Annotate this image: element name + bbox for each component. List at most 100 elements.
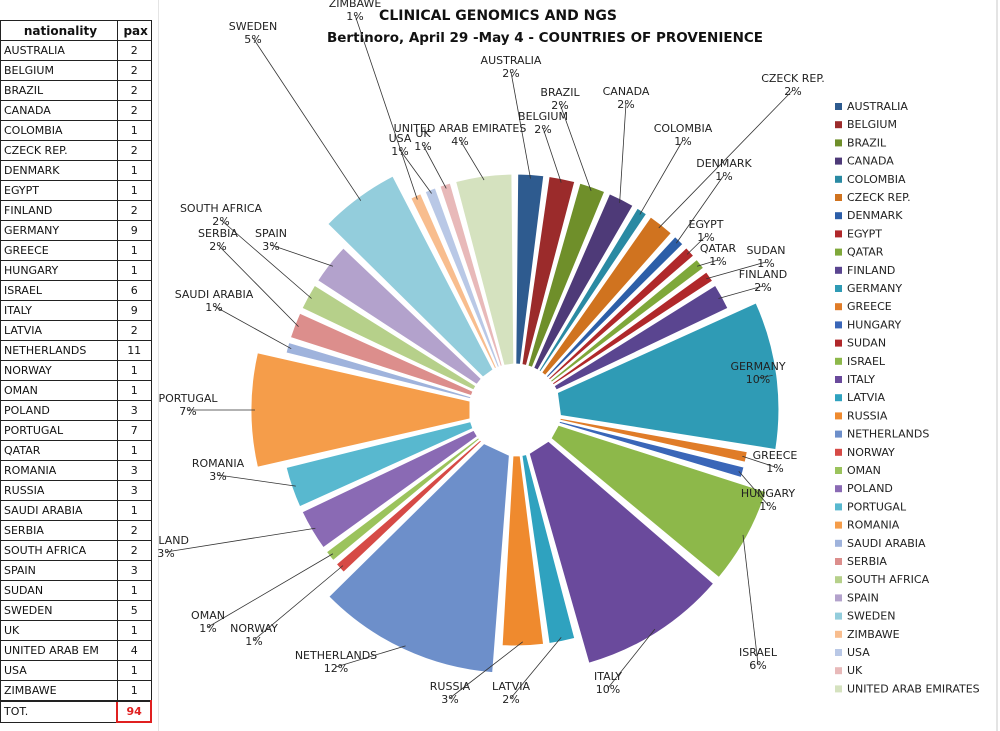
nationality-cell: FINLAND — [0, 200, 118, 221]
leader-line — [217, 474, 296, 487]
legend-swatch — [835, 630, 842, 638]
legend-swatch — [835, 394, 842, 402]
table-total-row: TOT. 94 — [0, 700, 152, 723]
pax-cell: 2 — [116, 540, 152, 561]
pie-slice-romania — [285, 421, 474, 508]
leader-line — [742, 534, 759, 665]
table-row: UNITED ARAB EM 4 — [0, 640, 152, 661]
pie-slice-denmark — [545, 235, 684, 379]
table-row: SWEDEN 5 — [0, 600, 152, 621]
nationality-cell: RUSSIA — [0, 480, 118, 501]
legend-swatch — [835, 266, 842, 274]
slice-label-percent: 1% — [715, 170, 732, 183]
pax-cell: 1 — [116, 240, 152, 261]
pie-slice-zimbawe — [410, 193, 498, 370]
table-row: ISRAEL 6 — [0, 280, 152, 301]
table-row: GREECE 1 — [0, 240, 152, 261]
leader-line — [738, 471, 769, 506]
legend-swatch — [835, 194, 842, 201]
legend-label: PORTUGAL — [847, 500, 907, 513]
legend-label: NORWAY — [847, 446, 895, 459]
leader-line — [706, 261, 767, 280]
nationality-cell: HUNGARY — [0, 260, 118, 281]
nationality-cell: COLOMBIA — [0, 120, 118, 141]
table-row: RUSSIA 3 — [0, 480, 152, 501]
pax-cell: 3 — [116, 400, 152, 421]
leader-line — [696, 259, 719, 267]
table-row: QATAR 1 — [0, 440, 152, 461]
legend-swatch — [835, 649, 842, 656]
legend-swatch — [835, 248, 842, 256]
nationality-cell: SPAIN — [0, 560, 118, 581]
nationality-cell: POLAND — [0, 400, 118, 421]
pie-slice-greece — [559, 417, 748, 463]
legend-label: GREECE — [847, 300, 892, 313]
legend-label: CANADA — [847, 155, 894, 168]
legend-label: UK — [847, 664, 863, 677]
slice-label-name: SUDAN — [746, 244, 785, 257]
nationality-cell: ROMANIA — [0, 460, 118, 481]
legend-swatch — [835, 685, 842, 693]
pax-cell: 5 — [116, 600, 152, 621]
leader-line — [422, 144, 447, 189]
table-row: LATVIA 2 — [0, 320, 152, 341]
legend-swatch — [835, 594, 842, 602]
slice-label-percent: 3% — [262, 240, 279, 253]
leader-line — [559, 103, 592, 191]
legend-swatch — [835, 157, 842, 165]
slice-label-percent: 10% — [596, 683, 620, 696]
slice-label-name: BELGIUM — [518, 110, 568, 123]
table-row: BRAZIL 2 — [0, 80, 152, 101]
legend-swatch — [835, 321, 842, 329]
pie-slice-portugal — [250, 352, 471, 468]
pie-slice-brazil — [527, 182, 606, 368]
slice-label-name: SOUTH AFRICA — [180, 202, 263, 215]
nationality-cell: BELGIUM — [0, 60, 118, 81]
table-row: POLAND 3 — [0, 400, 152, 421]
pax-cell: 9 — [116, 220, 152, 241]
slice-label-percent: 2% — [784, 85, 801, 98]
legend-swatch — [835, 303, 842, 311]
table-header-row: nationality pax — [0, 20, 152, 41]
leader-line — [510, 71, 531, 179]
slice-label-percent: 2% — [209, 240, 226, 253]
pie-slice-latvia — [521, 453, 576, 645]
table-row: CZECK REP. 2 — [0, 140, 152, 161]
table-row: SAUDI ARABIA 1 — [0, 500, 152, 521]
table-row: SPAIN 3 — [0, 560, 152, 581]
pie-chart-panel: CLINICAL GENOMICS AND NGS Bertinoro, Apr… — [158, 0, 998, 731]
leader-line — [449, 641, 523, 699]
pie-slice-spain — [316, 247, 482, 386]
leader-line — [354, 14, 418, 200]
leader-line — [335, 645, 406, 668]
slice-label-percent: 12% — [324, 662, 348, 675]
nationality-cell: SUDAN — [0, 580, 118, 601]
slice-label-name: COLOMBIA — [654, 122, 713, 135]
pie-slice-canada — [533, 193, 634, 371]
leader-line — [217, 244, 299, 327]
slice-label-name: NETHERLANDS — [295, 649, 377, 662]
legend-label: SWEDEN — [847, 610, 895, 623]
pie-slice-netherlands — [328, 442, 510, 674]
pie-slice-south-africa — [301, 284, 477, 391]
pax-cell: 1 — [116, 120, 152, 141]
slice-label-name: NORWAY — [230, 622, 278, 635]
slice-label-percent: 1% — [414, 140, 431, 153]
legend-label: CZECK REP. — [847, 191, 911, 204]
pax-cell: 2 — [116, 100, 152, 121]
pax-cell: 3 — [116, 460, 152, 481]
slice-label-percent: 3% — [158, 547, 175, 560]
pax-cell: 1 — [116, 180, 152, 201]
legend-label: ROMANIA — [847, 519, 900, 532]
legend-swatch — [835, 667, 842, 675]
legend-label: NETHERLANDS — [847, 428, 929, 441]
slice-label-name: USA — [389, 132, 412, 145]
leader-line — [639, 139, 684, 215]
slice-label-name: CANADA — [603, 85, 650, 98]
nationality-cell: DENMARK — [0, 160, 118, 181]
legend-label: BELGIUM — [847, 118, 897, 131]
legend-label: USA — [847, 646, 870, 659]
pax-cell: 2 — [116, 520, 152, 541]
legend-label: SAUDI ARABIA — [847, 537, 926, 550]
table-row: CANADA 2 — [0, 100, 152, 121]
